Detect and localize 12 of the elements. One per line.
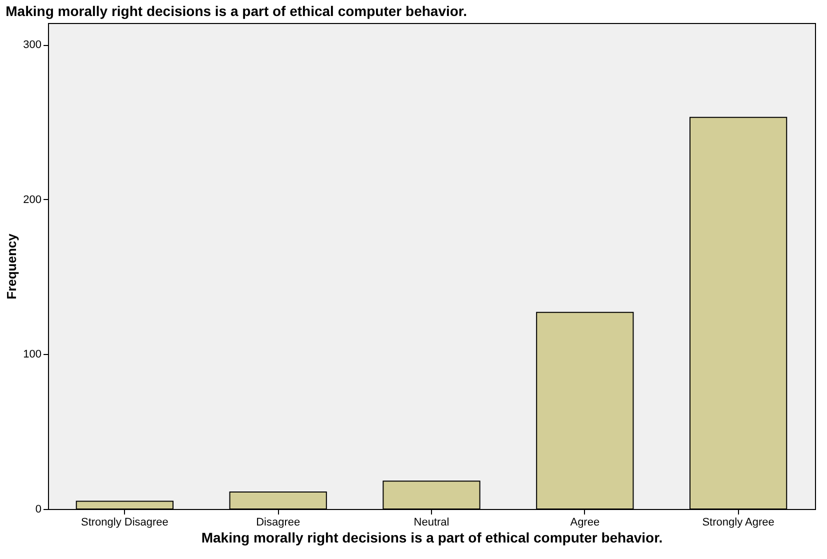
x-tick-label: Agree xyxy=(570,516,600,528)
y-tick-label: 0 xyxy=(35,504,42,516)
y-tick-label: 200 xyxy=(23,194,42,206)
x-axis-title: Making morally right decisions is a part of ethical computer behavior. xyxy=(201,530,663,546)
x-tick-label: Neutral xyxy=(414,516,450,528)
x-tick-label: Strongly Agree xyxy=(702,516,774,528)
y-axis-title: Frequency xyxy=(4,232,20,300)
y-tick-label: 100 xyxy=(23,348,42,361)
y-tick-label: 300 xyxy=(23,39,42,52)
x-tick-label: Disagree xyxy=(256,516,300,528)
chart-title: Making morally right decisions is a part of ethical computer behavior. xyxy=(6,3,467,19)
x-tick-label: Strongly Disagree xyxy=(80,516,168,528)
